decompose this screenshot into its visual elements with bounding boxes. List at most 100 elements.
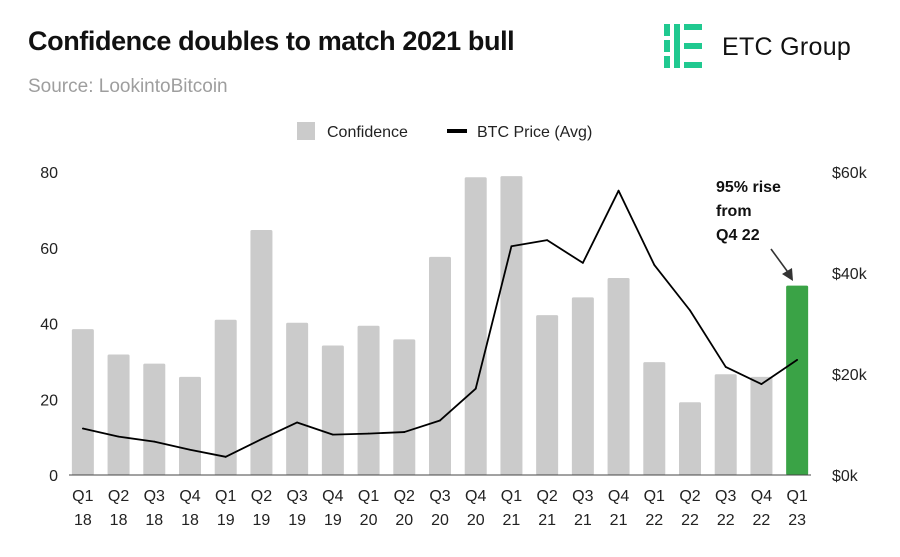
x-tick-label-quarter: Q4 xyxy=(179,488,200,505)
x-tick-label-year: 18 xyxy=(145,512,163,529)
y-left-tick-label: 40 xyxy=(40,317,58,334)
y-right-tick-label: $0k xyxy=(832,468,859,485)
btc-price-point xyxy=(724,366,727,368)
y-right-tick-label: $40k xyxy=(832,266,868,283)
confidence-bar xyxy=(107,354,130,475)
x-tick-label-year: 22 xyxy=(681,512,699,529)
x-tick-label-quarter: Q2 xyxy=(251,488,272,505)
confidence-bar xyxy=(500,176,523,475)
btc-price-point xyxy=(510,245,513,248)
chart-title: Confidence doubles to match 2021 bull xyxy=(28,26,515,56)
x-tick-label-quarter: Q3 xyxy=(572,488,593,505)
x-tick-label-year: 21 xyxy=(503,512,521,529)
x-tick-label-quarter: Q1 xyxy=(501,488,522,505)
btc-price-point xyxy=(581,262,584,264)
annotation-arrow xyxy=(770,248,791,276)
btc-price-point xyxy=(153,440,156,443)
btc-price-point xyxy=(81,427,84,430)
x-tick-label-quarter: Q2 xyxy=(679,488,700,505)
x-tick-label-quarter: Q3 xyxy=(144,488,165,505)
x-tick-label-quarter: Q3 xyxy=(429,488,450,505)
annotation: 95% rise from Q4 22 xyxy=(716,179,793,281)
btc-price-point xyxy=(617,189,620,192)
btc-price-point xyxy=(296,421,299,424)
y-left-tick-label: 60 xyxy=(40,241,58,258)
legend-label-btc-price: BTC Price (Avg) xyxy=(477,124,592,141)
x-tick-label-year: 22 xyxy=(645,512,663,529)
confidence-bar xyxy=(571,297,594,475)
y-right-tick-label: $60k xyxy=(832,165,868,182)
annotation-line-3: Q4 22 xyxy=(716,227,760,244)
legend-label-confidence: Confidence xyxy=(327,124,408,141)
btc-price-point xyxy=(224,455,227,458)
btc-price-point xyxy=(189,448,191,451)
confidence-bars xyxy=(71,176,809,476)
confidence-bar xyxy=(393,339,416,475)
confidence-bar-highlight xyxy=(786,285,809,475)
legend-swatch-btc-price xyxy=(447,129,467,133)
btc-price-point xyxy=(439,419,441,422)
brand-name: ETC Group xyxy=(722,33,852,61)
x-tick-label-quarter: Q2 xyxy=(394,488,415,505)
btc-price-point xyxy=(403,431,406,433)
confidence-bar xyxy=(143,363,166,475)
y-left-tick-label: 80 xyxy=(40,165,58,182)
x-tick-label-year: 21 xyxy=(538,512,556,529)
annotation-line-2: from xyxy=(716,203,752,220)
btc-price-series xyxy=(81,189,799,458)
x-tick-label-quarter: Q1 xyxy=(358,488,379,505)
confidence-bar xyxy=(179,376,201,475)
confidence-bar xyxy=(750,376,773,475)
confidence-bar xyxy=(357,325,380,475)
x-tick-label-quarter: Q1 xyxy=(644,488,665,505)
x-tick-label-year: 19 xyxy=(217,512,235,529)
chart-legend: Confidence BTC Price (Avg) xyxy=(297,122,592,141)
x-tick-label-year: 22 xyxy=(753,512,771,529)
y-left-tick-label: 0 xyxy=(49,468,58,485)
btc-price-point xyxy=(331,433,334,436)
legend-swatch-confidence xyxy=(297,122,315,140)
btc-price-point xyxy=(260,438,263,441)
x-tick-label-year: 20 xyxy=(467,512,485,529)
x-tick-label-year: 20 xyxy=(395,512,413,529)
x-tick-label-year: 19 xyxy=(324,512,342,529)
confidence-bar xyxy=(321,345,344,475)
x-tick-label-quarter: Q1 xyxy=(786,488,807,505)
x-tick-label-year: 18 xyxy=(181,512,199,529)
confidence-bar xyxy=(679,402,701,475)
confidence-bar xyxy=(429,256,451,475)
x-tick-label-quarter: Q4 xyxy=(608,488,629,505)
confidence-bar xyxy=(71,329,94,475)
btc-price-point xyxy=(367,432,370,435)
annotation-arrowhead xyxy=(782,268,793,281)
x-tick-label-year: 20 xyxy=(360,512,378,529)
confidence-bar xyxy=(607,278,630,475)
x-tick-label-quarter: Q1 xyxy=(72,488,93,505)
btc-price-point xyxy=(653,264,656,266)
x-tick-label-year: 19 xyxy=(253,512,271,529)
btc-price-point xyxy=(796,358,799,361)
x-tick-label-year: 21 xyxy=(610,512,628,529)
y-left-tick-label: 20 xyxy=(40,392,58,409)
btc-price-point xyxy=(760,383,763,385)
btc-price-point xyxy=(474,387,477,390)
x-tick-label-quarter: Q2 xyxy=(108,488,129,505)
x-tick-label-year: 22 xyxy=(717,512,735,529)
x-tick-label-quarter: Q3 xyxy=(715,488,736,505)
x-tick-label-year: 19 xyxy=(288,512,306,529)
btc-price-point xyxy=(546,239,549,242)
btc-price-point xyxy=(689,309,691,312)
confidence-bar xyxy=(464,177,487,476)
confidence-bar xyxy=(214,319,237,475)
btc-price-point xyxy=(117,435,120,438)
confidence-bar xyxy=(714,374,737,475)
x-tick-label-quarter: Q4 xyxy=(465,488,486,505)
x-tick-label-quarter: Q3 xyxy=(286,488,307,505)
x-tick-label-quarter: Q4 xyxy=(322,488,343,505)
annotation-line-1: 95% rise xyxy=(716,179,781,196)
x-tick-label-year: 20 xyxy=(431,512,449,529)
x-tick-label-year: 21 xyxy=(574,512,592,529)
x-tick-label-year: 23 xyxy=(788,512,806,529)
brand-logo: ETC Group xyxy=(660,18,885,74)
confidence-bar xyxy=(643,362,666,475)
